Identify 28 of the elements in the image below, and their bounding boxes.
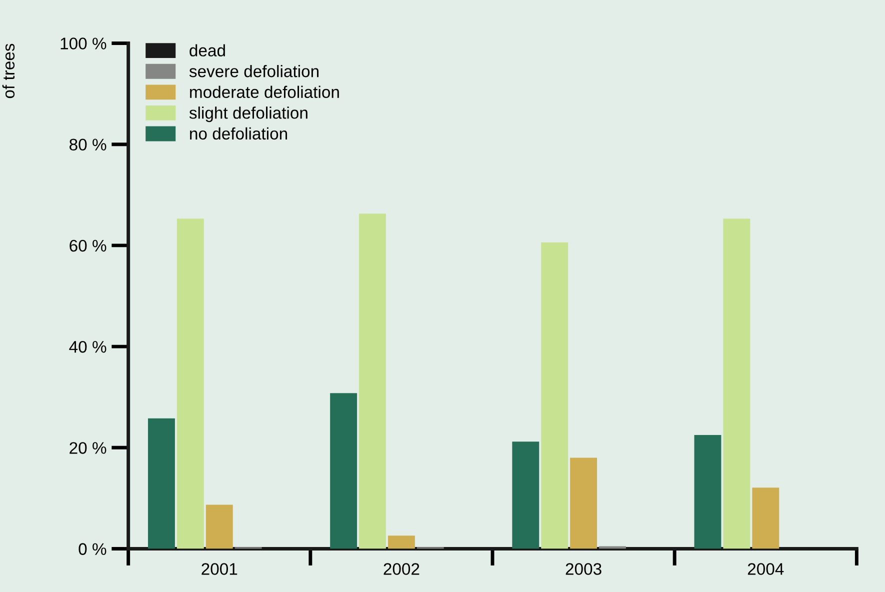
x-tick-label: 2004 <box>748 563 784 575</box>
x-tick-label: 2002 <box>384 563 420 575</box>
bar <box>148 418 175 549</box>
y-tick-label: 100 % <box>60 38 106 50</box>
y-tick-label: 20 % <box>70 442 106 454</box>
x-tick-label: 2001 <box>202 563 238 575</box>
x-tick-label: 2003 <box>566 563 602 575</box>
legend-label: moderate defoliation <box>190 86 339 98</box>
bar <box>541 242 568 549</box>
legend-label: dead <box>190 44 225 56</box>
bar <box>359 214 386 549</box>
y-tick-label: 60 % <box>70 240 106 252</box>
bar <box>512 442 540 549</box>
bar <box>176 218 204 549</box>
bar <box>694 435 722 549</box>
legend-label: severe defoliation <box>189 64 318 78</box>
y-tick-label: 0 % <box>78 543 106 555</box>
legend-label: no defoliation <box>190 127 288 140</box>
bar <box>570 458 598 549</box>
bar <box>752 488 780 549</box>
bar <box>330 393 358 549</box>
legend-label: slight defoliation <box>189 106 308 122</box>
bar <box>206 504 233 549</box>
y-tick-label: 80 % <box>70 138 106 151</box>
y-tick-label: 40 % <box>69 340 106 353</box>
y-axis-title: of trees <box>2 44 15 98</box>
bar <box>388 536 415 549</box>
bar <box>723 218 750 549</box>
